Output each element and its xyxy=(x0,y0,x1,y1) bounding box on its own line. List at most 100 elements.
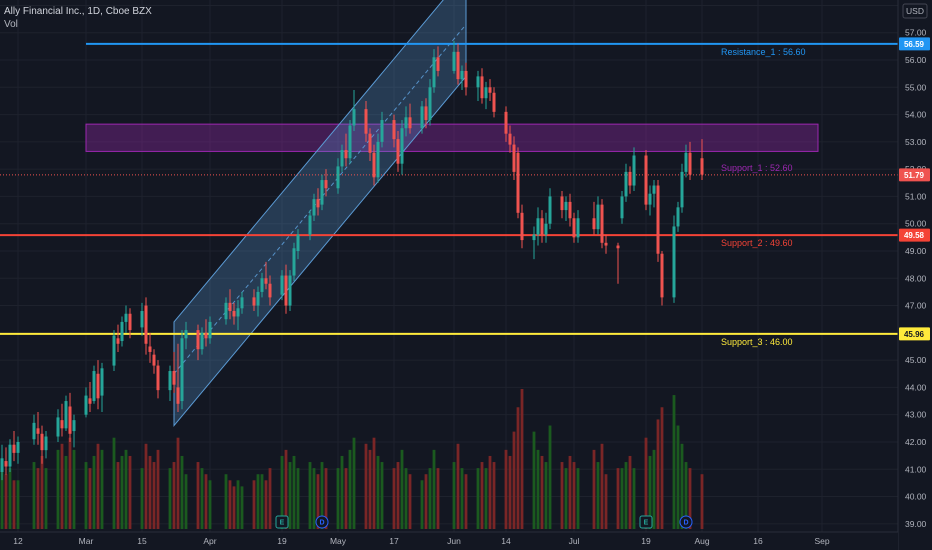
volume-bar xyxy=(560,462,564,529)
price-tick-label: 48.00 xyxy=(905,273,927,283)
volume-bar xyxy=(232,486,236,529)
time-tick-label: 12 xyxy=(13,536,23,546)
time-tick-label: 14 xyxy=(501,536,511,546)
candle-body xyxy=(436,57,440,71)
candle-body xyxy=(236,308,240,317)
dividend-marker xyxy=(679,515,693,529)
candle-body xyxy=(196,330,200,350)
candle-body xyxy=(120,321,124,342)
price-tick-label: 40.00 xyxy=(905,492,927,502)
price-tick-label: 49.00 xyxy=(905,246,927,256)
candle-body xyxy=(8,444,12,467)
candle-body xyxy=(124,313,128,322)
candle-body xyxy=(176,387,180,404)
price-tick-label: 51.00 xyxy=(905,191,927,201)
volume-bar xyxy=(628,455,632,529)
volume-bar xyxy=(36,468,40,529)
symbol-title[interactable]: Ally Financial Inc., 1D, Cboe BZX xyxy=(4,6,152,17)
trend-channel xyxy=(173,0,467,427)
price-tag-resistance_1 xyxy=(899,37,930,51)
volume-legend[interactable]: Vol xyxy=(4,19,18,30)
candle-body xyxy=(288,275,292,306)
volume-bar xyxy=(112,437,116,529)
volume-bar xyxy=(376,455,380,529)
price-tick-label: 54.00 xyxy=(905,110,927,120)
volume-bar xyxy=(348,449,352,529)
candle-body xyxy=(296,234,300,251)
candle-body xyxy=(96,373,100,399)
event-marker-label: D xyxy=(683,520,688,527)
volume-bar xyxy=(616,468,620,529)
volume-bar xyxy=(236,480,240,529)
volume-bar xyxy=(316,474,320,529)
candle-body xyxy=(0,458,4,472)
earnings-marker xyxy=(639,515,653,529)
support-zone xyxy=(85,123,819,152)
volume-bar xyxy=(228,480,232,529)
volume-bar xyxy=(364,443,368,529)
candle-body xyxy=(284,275,288,306)
volume-bar xyxy=(64,455,68,529)
price-tick-label: 53.00 xyxy=(905,137,927,147)
candle-body xyxy=(264,278,268,284)
price-tag-text: 56.59 xyxy=(904,40,925,49)
price-tag-text: 45.96 xyxy=(904,330,925,339)
candle-body xyxy=(256,291,260,306)
time-tick-label: Jul xyxy=(569,536,580,546)
volume-bar xyxy=(652,449,656,529)
volume-bar xyxy=(100,449,104,529)
volume-bar xyxy=(452,462,456,529)
volume-bar xyxy=(380,462,384,529)
volume-bar xyxy=(336,468,340,529)
candle-body xyxy=(684,152,688,172)
time-axis[interactable]: 12 Mar 15 Apr 19 May 17 Jun 14 Jul 19 Aug 16 Sep xyxy=(0,531,898,550)
candle-body xyxy=(68,406,72,434)
volume-bar xyxy=(176,437,180,529)
candle-body xyxy=(652,185,656,194)
volume-bar xyxy=(56,449,60,529)
volume-bar xyxy=(168,468,172,529)
candle-body xyxy=(648,193,652,205)
volume-bar xyxy=(368,449,372,529)
volume-bar xyxy=(60,443,64,529)
volume-bar xyxy=(564,468,568,529)
price-tick-label: 50.00 xyxy=(905,219,927,229)
candle-body xyxy=(152,354,156,366)
candle-body xyxy=(600,204,604,243)
volume-bar xyxy=(152,462,156,529)
candle-body xyxy=(700,158,704,175)
volume-bar xyxy=(476,468,480,529)
candle-body xyxy=(660,253,664,298)
price-tick-label: 41.00 xyxy=(905,464,927,474)
volume-bar xyxy=(684,462,688,529)
candle-body xyxy=(400,128,404,164)
volume-bar xyxy=(604,474,608,529)
candle-body xyxy=(368,133,372,153)
candle-body xyxy=(536,218,540,235)
candle-body xyxy=(456,51,460,80)
currency-badge xyxy=(902,3,928,19)
volume-bar xyxy=(32,462,36,529)
volume-bar xyxy=(700,474,704,529)
price-tick-label: 57.00 xyxy=(905,28,927,38)
price-tick-label: 55.00 xyxy=(905,82,927,92)
event-marker-label: E xyxy=(280,520,285,527)
volume-bar xyxy=(540,455,544,529)
candle-body xyxy=(372,152,376,178)
volume-bar xyxy=(320,462,324,529)
candle-body xyxy=(396,139,400,164)
candle-body xyxy=(548,196,552,224)
candle-body xyxy=(40,433,44,451)
volume-bars xyxy=(0,389,704,529)
volume-bar xyxy=(492,462,496,529)
time-tick-label: Mar xyxy=(79,536,94,546)
candle-body xyxy=(620,196,624,219)
candle-body xyxy=(480,76,484,99)
volume-bar xyxy=(156,449,160,529)
volume-bar xyxy=(88,468,92,529)
price-axis[interactable]: 39.0040.0041.0042.0043.0044.0045.0046.00… xyxy=(897,0,932,550)
volume-bar xyxy=(632,468,636,529)
candle-body xyxy=(532,234,536,241)
candle-body xyxy=(452,51,456,71)
